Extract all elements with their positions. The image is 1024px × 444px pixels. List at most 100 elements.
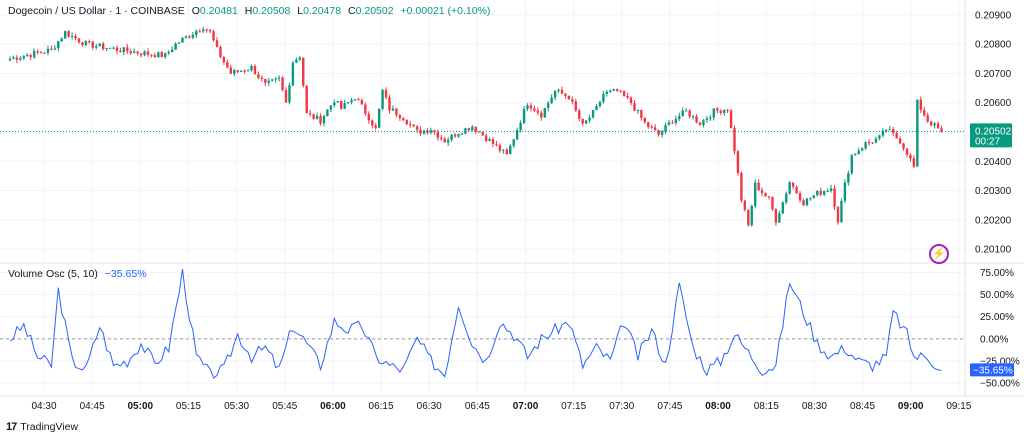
candle-body — [605, 91, 609, 94]
candle-body — [377, 108, 381, 128]
candle-body — [760, 190, 764, 194]
candle — [277, 75, 281, 82]
oscillator-name[interactable]: Volume Osc (5, 10) — [8, 268, 98, 280]
candle-body — [481, 132, 484, 136]
candle — [757, 179, 760, 191]
candle-body — [74, 35, 77, 39]
tradingview-brand[interactable]: 17 TradingView — [6, 421, 78, 433]
candle — [319, 113, 322, 126]
candle-body — [371, 120, 374, 126]
candle — [22, 55, 25, 61]
candle — [271, 78, 274, 82]
candle — [343, 99, 346, 109]
candle — [881, 128, 885, 138]
candle-body — [905, 148, 909, 155]
candle-body — [912, 158, 916, 167]
candle-body — [8, 58, 12, 61]
candle-body — [219, 47, 222, 57]
candle — [892, 126, 895, 136]
candle — [229, 65, 232, 75]
candle-body — [726, 110, 729, 112]
candle-body — [705, 118, 709, 121]
candle-body — [160, 52, 163, 58]
candle-body — [253, 65, 257, 75]
candle — [374, 123, 377, 131]
candle — [929, 120, 933, 127]
candle-body — [791, 182, 795, 187]
candle — [726, 108, 729, 114]
candle — [391, 105, 395, 112]
candle-body — [871, 142, 874, 144]
candle — [191, 32, 195, 40]
time-tick-label: 04:30 — [31, 401, 56, 412]
candle — [243, 69, 246, 74]
candle — [909, 153, 912, 162]
symbol-label[interactable]: Dogecoin / US Dollar · 1 · COINBASE — [8, 5, 185, 17]
candle — [77, 38, 81, 44]
candle — [712, 108, 715, 121]
candle-body — [164, 53, 167, 58]
candle-body — [457, 134, 460, 137]
candle-body — [660, 131, 664, 135]
candle — [695, 114, 698, 124]
osc-series-line — [9, 268, 942, 379]
change-value: +0.00021 (+0.10%) — [400, 5, 491, 17]
candle-body — [243, 70, 246, 72]
candle-body — [802, 200, 805, 206]
candle — [716, 106, 719, 114]
candle-body — [636, 109, 640, 111]
candle-body — [488, 139, 491, 142]
candle-body — [226, 62, 229, 68]
candle-body — [867, 142, 871, 144]
candle — [440, 135, 443, 142]
candle-body — [157, 52, 160, 58]
candle — [667, 120, 671, 126]
price-tick-label: 0.20900 — [975, 10, 1012, 21]
candle-body — [878, 135, 881, 139]
candle — [774, 208, 778, 226]
time-tick-label: 09:15 — [946, 401, 971, 412]
lightning-bolt-icon[interactable]: ⚡ — [929, 244, 949, 264]
candle — [105, 48, 108, 52]
candle — [847, 170, 850, 186]
candle — [198, 28, 201, 33]
candle — [32, 48, 36, 59]
candle-body — [553, 90, 557, 98]
candle-body — [798, 193, 802, 201]
candle-body — [674, 118, 678, 124]
candle-body — [43, 52, 46, 54]
candle-body — [433, 130, 436, 133]
candle — [936, 121, 940, 129]
candle — [70, 32, 74, 40]
osc-tick-label: 50.00% — [980, 290, 1014, 301]
candle-body — [650, 126, 653, 128]
candle-body — [36, 51, 39, 53]
candle-body — [388, 97, 391, 111]
candle-body — [478, 131, 481, 133]
candle — [50, 45, 53, 51]
candle-body — [471, 126, 474, 131]
candle-body — [291, 62, 295, 86]
candle — [329, 105, 333, 113]
candle-body — [550, 97, 553, 104]
candle-body — [702, 120, 705, 126]
candle — [750, 204, 753, 227]
candle — [460, 132, 464, 136]
candle — [854, 153, 857, 156]
candle-body — [422, 130, 426, 134]
candle-body — [136, 51, 139, 54]
candle — [781, 201, 784, 215]
candle — [205, 28, 208, 33]
candle — [864, 141, 867, 151]
candle — [67, 30, 70, 38]
candle-body — [653, 127, 657, 131]
candle-body — [574, 101, 577, 111]
candle-body — [205, 29, 208, 31]
candle-body — [940, 128, 943, 132]
candle-body — [712, 108, 715, 118]
candle-body — [619, 90, 622, 92]
candle — [802, 198, 805, 206]
candle-body — [174, 43, 177, 50]
